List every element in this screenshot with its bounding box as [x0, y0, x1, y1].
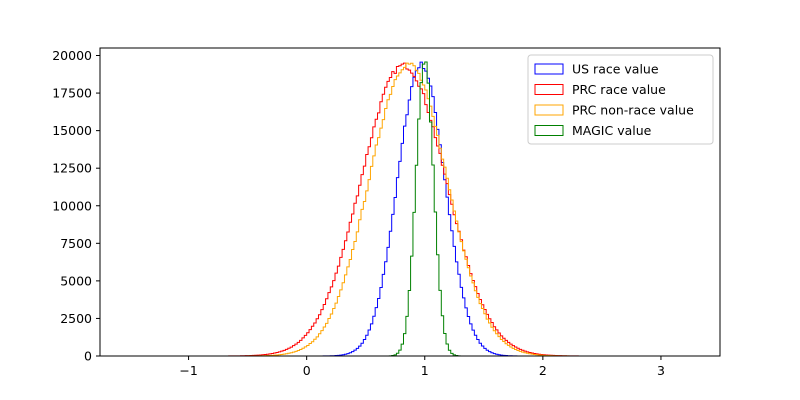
legend-label-3: MAGIC value	[572, 123, 652, 138]
x-tick-label: 2	[539, 363, 547, 378]
legend-swatch-2	[534, 104, 564, 116]
y-tick-label: 7500	[60, 236, 92, 251]
series-0-histogram	[306, 61, 527, 357]
legend-swatch-3	[534, 125, 564, 136]
legend-swatch-1	[534, 84, 564, 95]
y-axis: 0 2500 5000 7500 10000 12500 15000 17500 20000	[52, 48, 100, 364]
y-tick-label: 10000	[52, 198, 92, 213]
legend: US race value PRC race value PRC non-race …	[527, 54, 714, 145]
x-tick-label: 1	[421, 363, 429, 378]
x-axis: −1 0 1 2 3	[179, 356, 665, 378]
y-tick-label: 17500	[52, 86, 92, 101]
y-tick-label: 0	[84, 349, 92, 364]
y-tick-label: 12500	[52, 161, 92, 176]
x-tick-label: 3	[657, 363, 665, 378]
y-tick-label: 5000	[60, 273, 92, 288]
legend-box	[527, 54, 714, 145]
legend-label-0: US race value	[572, 62, 659, 77]
y-tick-label: 2500	[60, 311, 92, 326]
legend-label-2: PRC non-race value	[572, 103, 694, 118]
x-tick-label: 0	[303, 363, 311, 378]
legend-swatch-0	[534, 63, 564, 75]
series-3-histogram	[379, 61, 468, 357]
y-tick-label: 20000	[52, 48, 92, 63]
plot-frame	[99, 47, 721, 357]
x-tick-label: −1	[179, 363, 197, 378]
y-tick-label: 15000	[52, 123, 92, 138]
legend-label-1: PRC race value	[572, 82, 666, 97]
